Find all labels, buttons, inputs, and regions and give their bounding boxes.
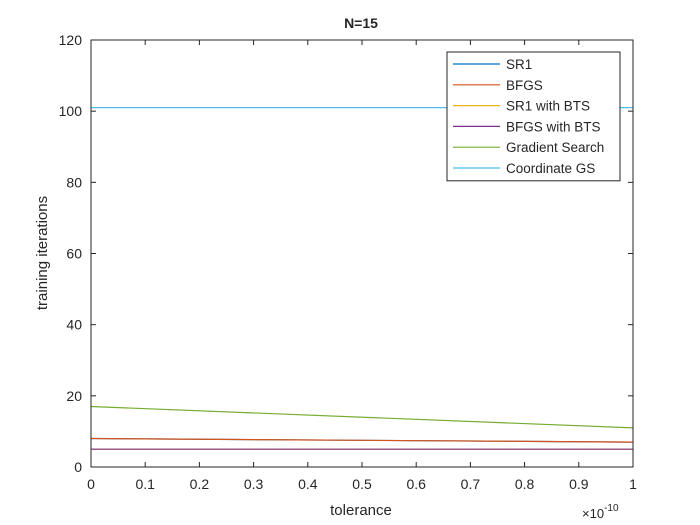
y-tick-label: 40	[66, 317, 82, 333]
x-tick-label: 0.8	[515, 476, 535, 492]
x-tick-label: 0.5	[352, 476, 372, 492]
x-exponent-base: ×10	[582, 506, 604, 521]
legend-label-2: SR1 with BTS	[506, 99, 590, 114]
y-tick-label: 60	[66, 246, 82, 262]
x-exponent-power: -10	[604, 503, 619, 514]
series-line-4	[90, 405, 634, 429]
y-tick-label: 20	[66, 388, 82, 404]
legend-label-1: BFGS	[506, 78, 543, 93]
y-tick-label: 100	[59, 103, 83, 119]
legend-label-0: SR1	[506, 57, 532, 72]
x-tick-label: 0.2	[190, 476, 210, 492]
chart-title: N=15	[344, 15, 378, 31]
x-tick-label: 0	[87, 476, 95, 492]
x-tick-label: 0.9	[569, 476, 589, 492]
legend-label-3: BFGS with BTS	[506, 119, 601, 134]
legend-label-5: Coordinate GS	[506, 161, 595, 176]
x-tick-label: 0.6	[406, 476, 426, 492]
y-tick-label: 0	[74, 459, 82, 475]
x-tick-label: 0.7	[461, 476, 481, 492]
x-tick-label: 0.4	[298, 476, 318, 492]
legend-box	[446, 51, 621, 182]
x-exponent-label: ×10-10	[582, 503, 619, 521]
series-line-1	[90, 437, 634, 443]
x-tick-label: 1	[629, 476, 637, 492]
y-tick-label: 120	[59, 32, 83, 48]
x-tick-label: 0.3	[244, 476, 264, 492]
x-axis-label: tolerance	[330, 502, 392, 519]
legend-label-4: Gradient Search	[506, 140, 604, 155]
legend: SR1 BFGS SR1 with BTS BFGS with BTS Gradient…	[446, 51, 621, 182]
y-tick-label: 80	[66, 174, 82, 190]
y-axis-label: training iterations	[34, 196, 51, 310]
x-tick-label: 0.1	[135, 476, 155, 492]
